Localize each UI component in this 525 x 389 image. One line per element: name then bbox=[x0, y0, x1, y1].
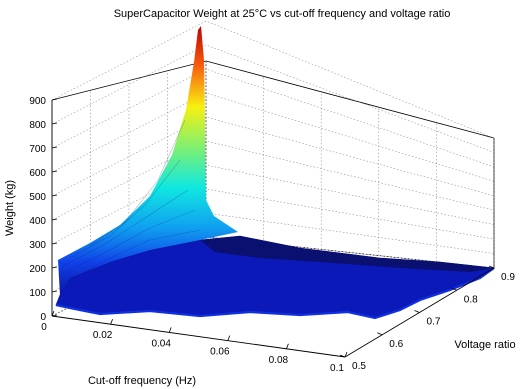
surface-front-edge bbox=[55, 267, 495, 320]
z-tick-label: 800 bbox=[29, 120, 46, 131]
x-tick-label: 0.06 bbox=[210, 347, 230, 358]
z-tick-label: 600 bbox=[29, 168, 46, 179]
z-tick-label: 300 bbox=[29, 240, 46, 251]
y-axis-label: Voltage ratio bbox=[454, 339, 515, 351]
z-tick-label: 200 bbox=[29, 264, 46, 275]
z-axis-label: Weight (kg) bbox=[4, 180, 16, 236]
surface-floor-shade bbox=[200, 236, 494, 272]
z-tick-label: 700 bbox=[29, 144, 46, 155]
y-tick-label: 0.6 bbox=[389, 339, 403, 350]
x-axis-label: Cut-off frequency (Hz) bbox=[88, 375, 196, 387]
x-tick-label: 0.08 bbox=[269, 355, 289, 366]
weight-surface bbox=[55, 26, 495, 320]
x-tick-label: 0.1 bbox=[330, 363, 344, 374]
z-axis-ticks: 0 100 200 300 400 500 600 700 800 900 bbox=[29, 96, 58, 323]
surface-rise bbox=[58, 26, 238, 295]
x-tick-label: 0.02 bbox=[93, 330, 113, 341]
z-tick-label: 100 bbox=[29, 288, 46, 299]
y-tick-label: 0.9 bbox=[501, 272, 515, 283]
z-tick-label: 400 bbox=[29, 216, 46, 227]
y-axis-ticks: 0.5 0.6 0.7 0.8 0.9 bbox=[339, 265, 515, 372]
y-tick-label: 0.5 bbox=[352, 361, 366, 372]
y-tick-label: 0.7 bbox=[427, 317, 441, 328]
chart-title: SuperCapacitor Weight at 25°C vs cut-off… bbox=[114, 8, 451, 20]
x-tick-label: 0.04 bbox=[151, 338, 171, 349]
z-tick-label: 500 bbox=[29, 192, 46, 203]
x-tick-label: 0 bbox=[41, 322, 47, 333]
z-tick-label: 0 bbox=[40, 312, 46, 323]
x-axis-ticks: 0 0.02 0.04 0.06 0.08 0.1 bbox=[41, 310, 348, 374]
z-tick-label: 900 bbox=[29, 96, 46, 107]
y-tick-label: 0.8 bbox=[464, 294, 478, 305]
